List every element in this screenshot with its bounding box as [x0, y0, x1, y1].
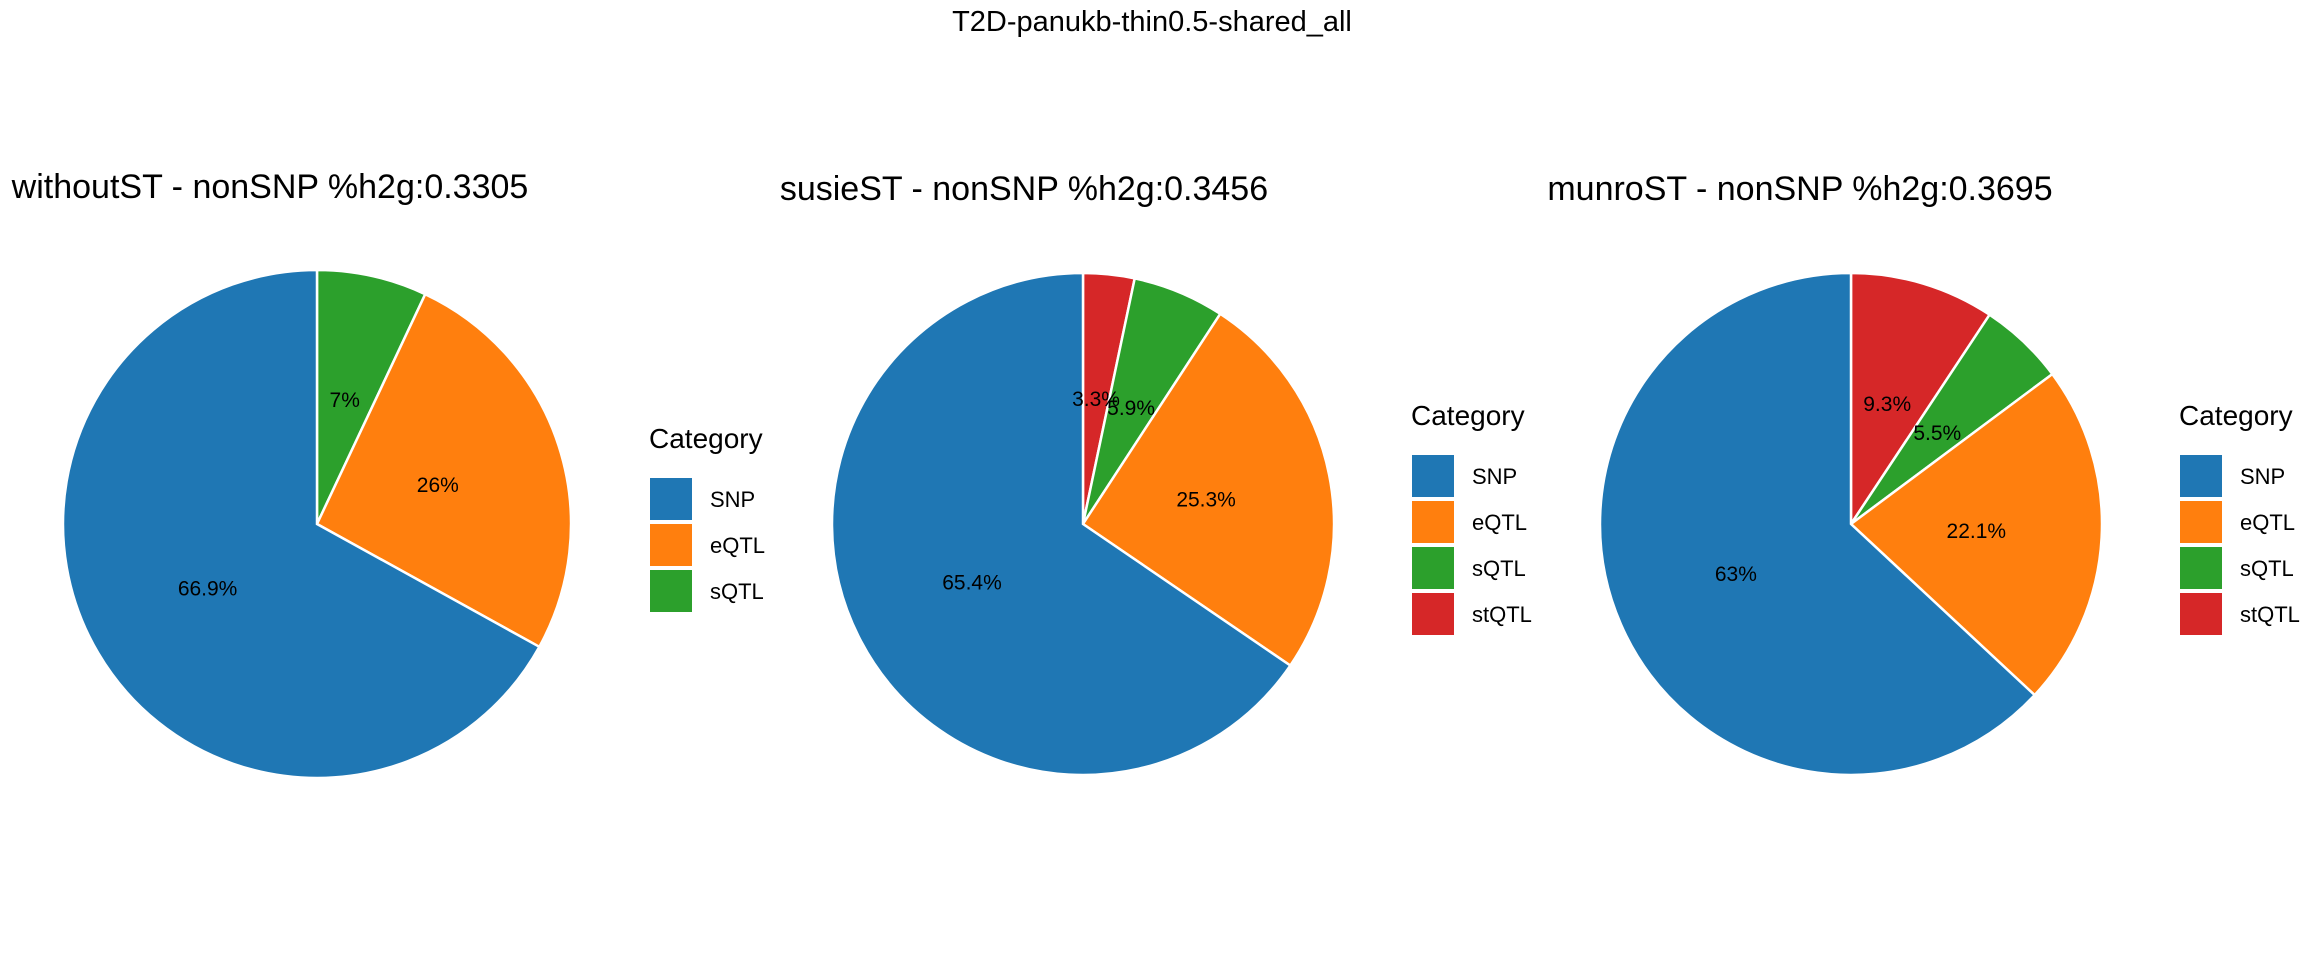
legend-label-eqtl: eQTL — [2240, 510, 2295, 535]
slice-label-eqtl: 26% — [417, 474, 459, 497]
legend-label-stqtl: stQTL — [1472, 602, 1532, 627]
pie-panel: susieST - nonSNP %h2g:0.3456 3.3%5.9% 25.3… — [780, 170, 1532, 777]
pie-slice-eqtl — [1081, 312, 1336, 668]
legend-swatch-eqtl — [1412, 501, 1454, 543]
slice-label-stqtl: 9.3% — [1863, 393, 1911, 416]
pie-slice-snp — [1598, 271, 2037, 777]
legend-swatch-eqtl — [2180, 501, 2222, 543]
legend-title: Category — [1411, 400, 1525, 431]
pie-panel: munroST - nonSNP %h2g:0.3695 9.3%5.5% 22.1… — [1547, 170, 2300, 777]
pie-slice-sqtl — [315, 268, 427, 525]
slice-label-sqtl: 5.5% — [1913, 422, 1961, 445]
slice-label-sqtl: 7% — [330, 389, 360, 412]
legend: Category SNP eQTL sQTL stQTL — [1411, 400, 1532, 635]
figure-title: T2D-panukb-thin0.5-shared_all — [952, 6, 1352, 38]
legend-swatch-eqtl — [650, 524, 692, 566]
pie-slice-snp — [61, 268, 542, 780]
slice-label-snp: 65.4% — [942, 572, 1002, 595]
legend-title: Category — [2179, 400, 2293, 431]
legend-swatch-snp — [2180, 455, 2222, 497]
pie-title: withoutST - nonSNP %h2g:0.3305 — [11, 168, 529, 206]
legend-swatch-snp — [650, 478, 692, 520]
legend-label-snp: SNP — [710, 487, 755, 512]
legend-label-sqtl: sQTL — [2240, 556, 2294, 581]
legend: Category SNP eQTL sQTL — [649, 423, 765, 612]
legend-label-stqtl: stQTL — [2240, 602, 2300, 627]
pie-slice-eqtl — [1849, 372, 2104, 697]
slice-label-eqtl: 25.3% — [1176, 489, 1236, 512]
legend: Category SNP eQTL sQTL stQTL — [2179, 400, 2300, 635]
legend-label-eqtl: eQTL — [1472, 510, 1527, 535]
slice-label-eqtl: 22.1% — [1947, 520, 2007, 543]
slice-label-stqtl: 3.3% — [1072, 388, 1120, 411]
legend-swatch-snp — [1412, 455, 1454, 497]
legend-swatch-stqtl — [2180, 593, 2222, 635]
legend-swatch-sqtl — [650, 570, 692, 612]
pie-panel: withoutST - nonSNP %h2g:0.3305 7% 26% 66.9%… — [11, 168, 765, 780]
legend-label-snp: SNP — [1472, 464, 1517, 489]
legend-swatch-sqtl — [1412, 547, 1454, 589]
slice-label-sqtl: 5.9% — [1107, 397, 1155, 420]
legend-title: Category — [649, 423, 763, 454]
legend-label-sqtl: sQTL — [1472, 556, 1526, 581]
pie-slice-stqtl — [1849, 271, 1992, 529]
slice-label-snp: 63% — [1715, 563, 1757, 586]
pie-title: munroST - nonSNP %h2g:0.3695 — [1547, 170, 2052, 208]
legend-swatch-stqtl — [1412, 593, 1454, 635]
legend-label-sqtl: sQTL — [710, 579, 764, 604]
legend-swatch-sqtl — [2180, 547, 2222, 589]
slice-label-snp: 66.9% — [178, 578, 238, 601]
legend-label-snp: SNP — [2240, 464, 2285, 489]
pie-slice-snp — [830, 271, 1293, 777]
legend-label-eqtl: eQTL — [710, 533, 765, 558]
pie-title: susieST - nonSNP %h2g:0.3456 — [780, 170, 1268, 208]
